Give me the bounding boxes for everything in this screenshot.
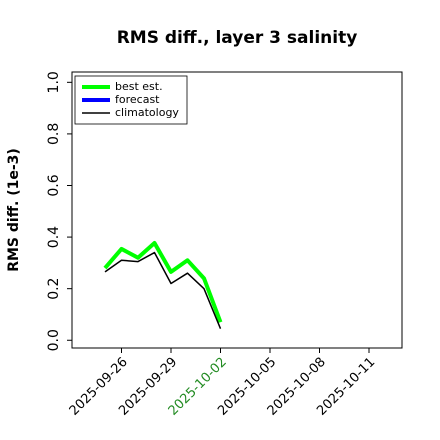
legend-label: climatology [115, 106, 179, 119]
y-tick-label: 1.0 [46, 71, 62, 93]
y-axis-label: RMS diff. (1e-3) [6, 148, 22, 272]
plot-area [71, 71, 403, 349]
line-series [104, 251, 222, 329]
y-tick-label: 0.4 [46, 226, 62, 248]
legend-label: forecast [115, 93, 160, 106]
legend-label: best est. [115, 80, 163, 93]
y-tick-label: 0.6 [46, 174, 62, 196]
chart-title: RMS diff., layer 3 salinity [117, 28, 358, 48]
y-tick-label: 0.8 [46, 123, 62, 145]
line-series [103, 241, 223, 323]
y-tick-label: 0.0 [46, 329, 62, 351]
y-tick-label: 0.2 [46, 278, 62, 300]
